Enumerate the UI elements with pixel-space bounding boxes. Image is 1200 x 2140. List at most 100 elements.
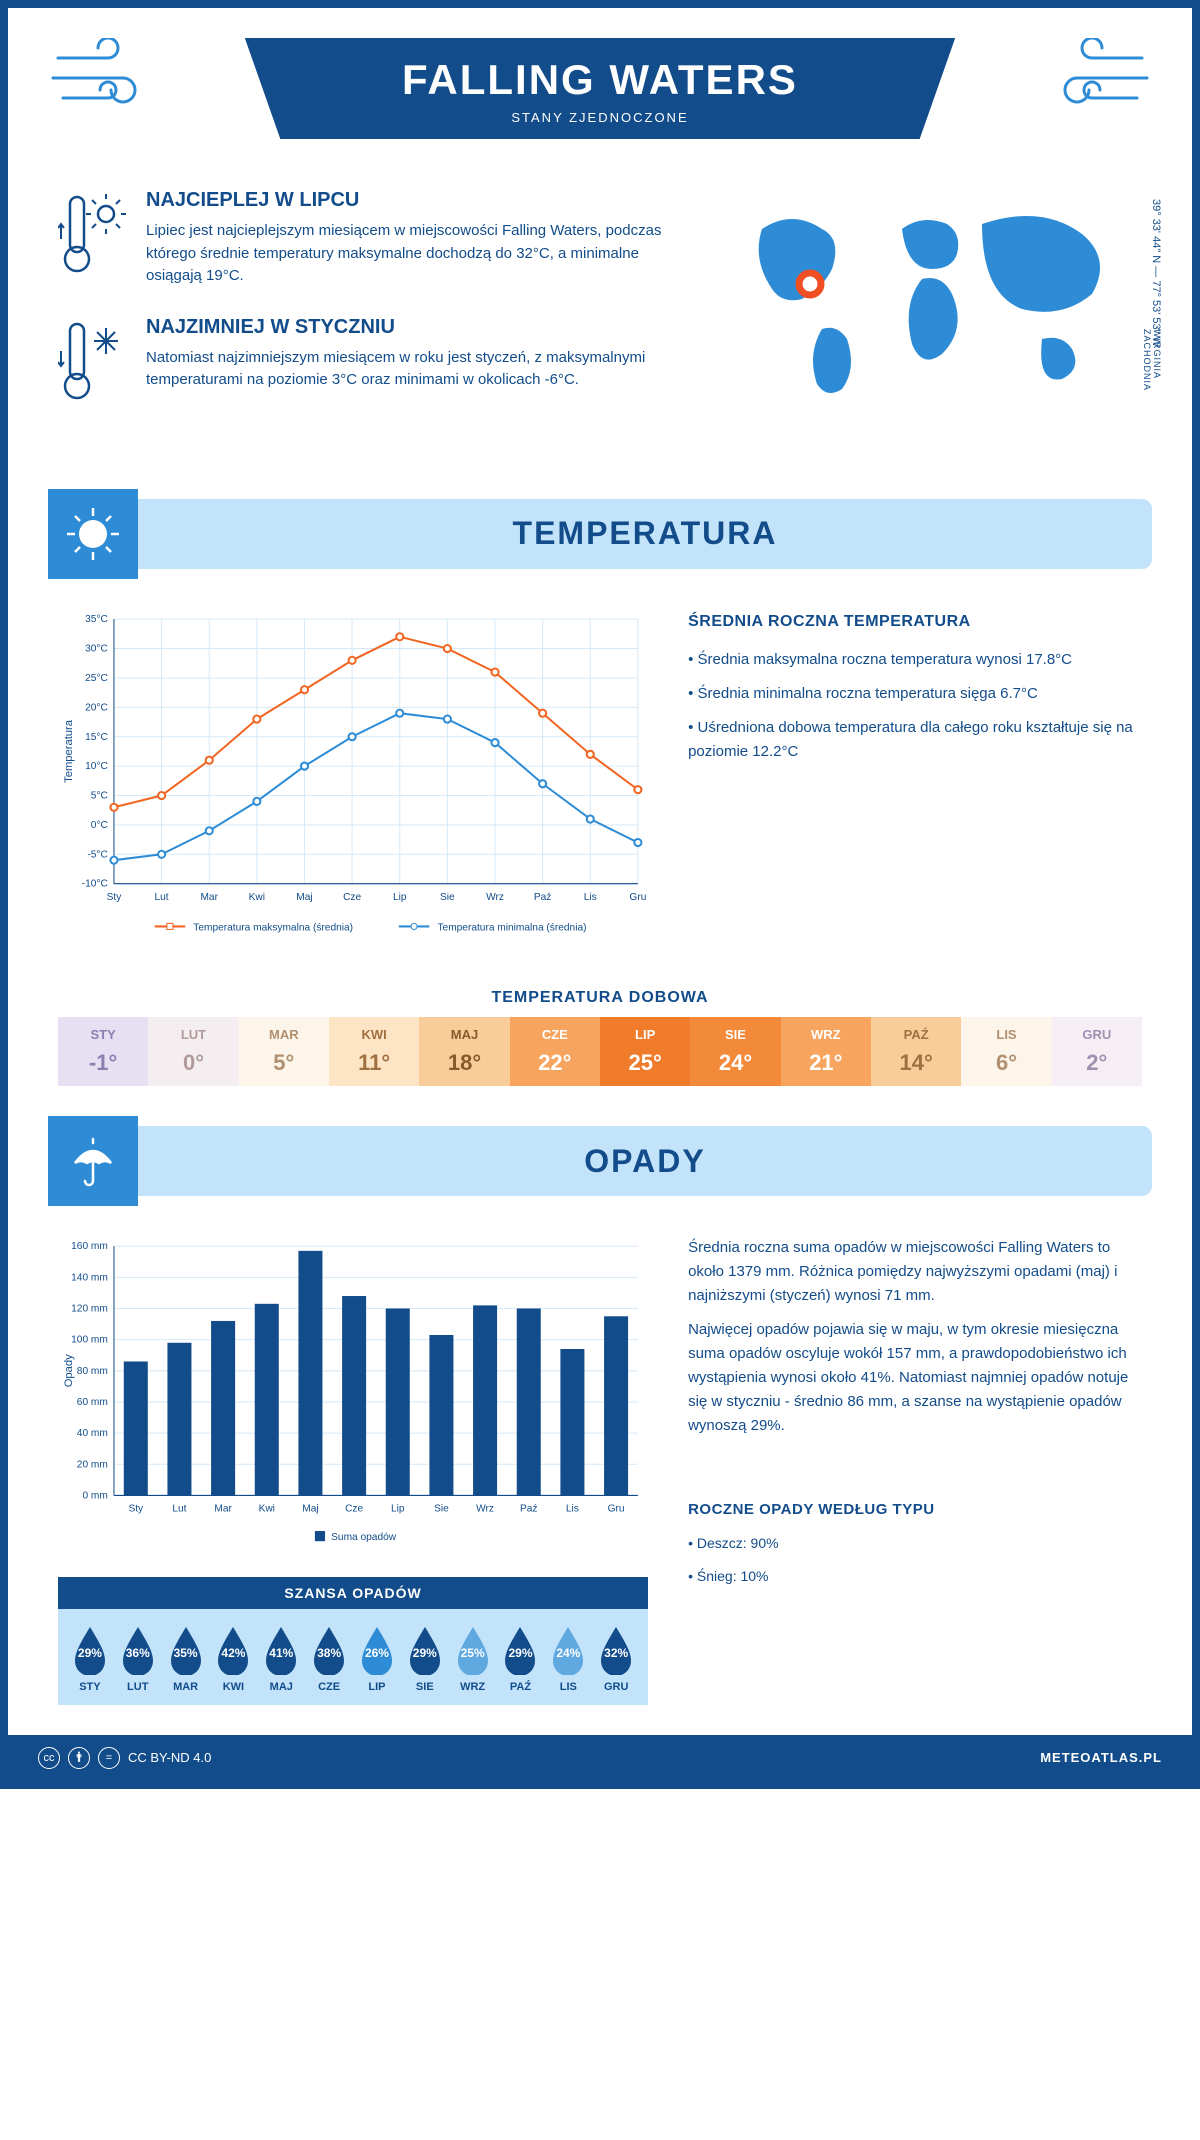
footer-site: METEOATLAS.PL (1040, 1750, 1162, 1765)
svg-text:Mar: Mar (200, 891, 218, 902)
hottest-title: NAJCIEPLEJ W LIPCU (146, 189, 682, 212)
svg-text:Temperatura: Temperatura (63, 719, 75, 783)
hottest-text: NAJCIEPLEJ W LIPCU Lipiec jest najcieple… (146, 189, 682, 288)
chance-cell: 36%LUT (116, 1623, 160, 1693)
daily-cell: MAJ18° (419, 1017, 509, 1086)
daily-temp-grid: STY-1°LUT0°MAR5°KWI11°MAJ18°CZE22°LIP25°… (58, 1017, 1142, 1086)
raindrop-icon: 38% (308, 1623, 350, 1675)
footer-license: cc 🛉 = CC BY-ND 4.0 (38, 1747, 211, 1769)
svg-text:40 mm: 40 mm (77, 1428, 108, 1439)
chance-cell: 26%LIP (355, 1623, 399, 1693)
intro-text-column: NAJCIEPLEJ W LIPCU Lipiec jest najcieple… (58, 189, 682, 439)
svg-text:100 mm: 100 mm (71, 1335, 108, 1346)
by-icon: 🛉 (68, 1747, 90, 1769)
nd-icon: = (98, 1747, 120, 1769)
chance-cell: 29%PAŹ (499, 1623, 543, 1693)
raindrop-icon: 36% (117, 1623, 159, 1675)
svg-text:60 mm: 60 mm (77, 1397, 108, 1408)
line-chart: -10°C-5°C0°C5°C10°C15°C20°C25°C30°C35°CS… (58, 609, 648, 945)
raindrop-icon: 32% (595, 1623, 637, 1675)
precip-p2: Najwięcej opadów pojawia się w maju, w t… (688, 1318, 1142, 1438)
svg-text:140 mm: 140 mm (71, 1273, 108, 1284)
precip-summary: Średnia roczna suma opadów w miejscowośc… (688, 1236, 1142, 1704)
daily-temp-title: TEMPERATURA DOBOWA (58, 989, 1142, 1007)
precip-by-type: ROCZNE OPADY WEDŁUG TYPU • Deszcz: 90% •… (688, 1498, 1142, 1587)
raindrop-icon: 35% (165, 1623, 207, 1675)
precip-p1: Średnia roczna suma opadów w miejscowośc… (688, 1236, 1142, 1308)
temp-bullet-1: • Średnia maksymalna roczna temperatura … (688, 648, 1142, 672)
footer: cc 🛉 = CC BY-ND 4.0 METEOATLAS.PL (8, 1735, 1192, 1781)
by-type-rain: • Deszcz: 90% (688, 1532, 1142, 1554)
temperature-summary: ŚREDNIA ROCZNA TEMPERATURA • Średnia mak… (688, 609, 1142, 950)
svg-text:Opady: Opady (63, 1354, 75, 1387)
chance-cell: 24%LIS (546, 1623, 590, 1693)
temperature-title-box: TEMPERATURA (138, 499, 1152, 569)
map-column: 39° 33' 44" N — 77° 53' 53" W WIRGINIA Z… (722, 189, 1142, 439)
svg-text:Sie: Sie (440, 891, 455, 902)
svg-text:Maj: Maj (296, 891, 312, 902)
coordinates: 39° 33' 44" N — 77° 53' 53" W (1150, 199, 1162, 347)
svg-text:Temperatura minimalna (średnia: Temperatura minimalna (średnia) (437, 922, 586, 933)
svg-text:Gru: Gru (608, 1504, 625, 1515)
by-type-title: ROCZNE OPADY WEDŁUG TYPU (688, 1498, 1142, 1522)
daily-cell: MAR5° (239, 1017, 329, 1086)
temperature-content: -10°C-5°C0°C5°C10°C15°C20°C25°C30°C35°CS… (8, 579, 1192, 980)
region-label: WIRGINIA ZACHODNIA (1142, 329, 1162, 439)
svg-text:160 mm: 160 mm (71, 1241, 108, 1252)
raindrop-icon: 26% (356, 1623, 398, 1675)
svg-text:20°C: 20°C (85, 702, 108, 713)
svg-text:15°C: 15°C (85, 731, 108, 742)
raindrop-icon: 29% (499, 1623, 541, 1675)
precip-section-header: OPADY (48, 1116, 1152, 1206)
by-type-snow: • Śnieg: 10% (688, 1565, 1142, 1587)
raindrop-icon: 41% (260, 1623, 302, 1675)
raindrop-icon: 42% (212, 1623, 254, 1675)
svg-text:Sty: Sty (107, 891, 123, 902)
precip-title-box: OPADY (138, 1126, 1152, 1196)
svg-text:Cze: Cze (345, 1504, 363, 1515)
svg-text:Lis: Lis (566, 1504, 579, 1515)
daily-cell: GRU2° (1052, 1017, 1142, 1086)
svg-text:30°C: 30°C (85, 643, 108, 654)
raindrop-icon: 29% (69, 1623, 111, 1675)
raindrop-icon: 29% (404, 1623, 446, 1675)
sun-icon (48, 489, 138, 579)
chance-cell: 41%MAJ (259, 1623, 303, 1693)
svg-text:0 mm: 0 mm (82, 1491, 107, 1502)
precip-chart-col: 0 mm20 mm40 mm60 mm80 mm100 mm120 mm140 … (58, 1236, 648, 1704)
raindrop-icon: 25% (452, 1623, 494, 1675)
chance-cell: 38%CZE (307, 1623, 351, 1693)
raindrop-icon: 24% (547, 1623, 589, 1675)
page-subtitle: STANY ZJEDNOCZONE (245, 110, 955, 125)
chance-cell: 29%SIE (403, 1623, 447, 1693)
daily-cell: STY-1° (58, 1017, 148, 1086)
chance-grid: 29%STY36%LUT35%MAR42%KWI41%MAJ38%CZE26%L… (58, 1609, 648, 1693)
hottest-desc: Lipiec jest najcieplejszym miesiącem w m… (146, 220, 682, 288)
svg-text:Lut: Lut (172, 1504, 186, 1515)
temp-bullet-2: • Średnia minimalna roczna temperatura s… (688, 682, 1142, 706)
svg-text:Lis: Lis (584, 891, 597, 902)
daily-cell: LUT0° (148, 1017, 238, 1086)
daily-cell: KWI11° (329, 1017, 419, 1086)
temperature-section-header: TEMPERATURA (48, 489, 1152, 579)
precip-content: 0 mm20 mm40 mm60 mm80 mm100 mm120 mm140 … (8, 1206, 1192, 1734)
svg-text:25°C: 25°C (85, 673, 108, 684)
svg-text:Lut: Lut (155, 891, 169, 902)
svg-text:Gru: Gru (629, 891, 646, 902)
header: FALLING WATERS STANY ZJEDNOCZONE (8, 8, 1192, 159)
coldest-text: NAJZIMNIEJ W STYCZNIU Natomiast najzimni… (146, 316, 682, 411)
license-text: CC BY-ND 4.0 (128, 1750, 211, 1765)
daily-cell: CZE22° (510, 1017, 600, 1086)
svg-text:5°C: 5°C (91, 790, 108, 801)
header-banner: FALLING WATERS STANY ZJEDNOCZONE (245, 38, 955, 139)
cc-icon: cc (38, 1747, 60, 1769)
svg-text:Cze: Cze (343, 891, 361, 902)
svg-text:Lip: Lip (393, 891, 407, 902)
hottest-block: NAJCIEPLEJ W LIPCU Lipiec jest najcieple… (58, 189, 682, 288)
wind-swirl-icon (48, 38, 168, 118)
coldest-block: NAJZIMNIEJ W STYCZNIU Natomiast najzimni… (58, 316, 682, 411)
chance-cell: 25%WRZ (451, 1623, 495, 1693)
svg-text:Wrz: Wrz (476, 1504, 494, 1515)
daily-cell: PAŹ14° (871, 1017, 961, 1086)
chance-box: SZANSA OPADÓW 29%STY36%LUT35%MAR42%KWI41… (58, 1577, 648, 1705)
